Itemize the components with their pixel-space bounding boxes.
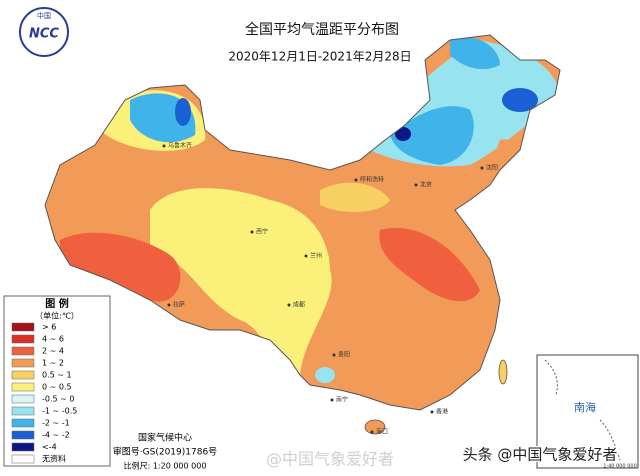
logo: 中国 NCC xyxy=(19,7,69,57)
region xyxy=(395,127,411,141)
footer-approval: 审图号·GS(2019)1786号 xyxy=(113,446,217,458)
city-dot xyxy=(430,410,434,414)
city-label: 西宁 xyxy=(256,228,268,236)
inset-box xyxy=(536,354,639,469)
logo-top: 中国 xyxy=(37,11,51,20)
city-label: 兰州 xyxy=(310,252,322,260)
city-dot xyxy=(370,430,374,434)
watermark-corner: 头条 @中国气象爱好者 xyxy=(463,446,618,464)
legend-label: -0.5 ~ 0 xyxy=(42,395,75,404)
legend-box xyxy=(3,295,111,467)
city-dot xyxy=(354,178,358,182)
island xyxy=(498,359,508,385)
region xyxy=(315,367,335,383)
city-label: 呼和浩特 xyxy=(360,176,384,184)
legend-swatch xyxy=(11,346,35,356)
legend-label: 1 ~ 2 xyxy=(42,359,64,368)
legend-swatch xyxy=(11,442,35,452)
region xyxy=(60,232,181,302)
footer-scale: 比例尺: 1:20 000 000 xyxy=(124,461,207,471)
city-dot xyxy=(162,144,166,148)
city-dot xyxy=(480,166,484,170)
legend-label: <-4 xyxy=(42,443,57,452)
region xyxy=(320,182,390,212)
city-label: 拉萨 xyxy=(173,301,185,309)
region xyxy=(450,37,500,70)
legend-label: 2 ~ 4 xyxy=(42,347,64,356)
city-label: 海口 xyxy=(376,428,388,436)
logo-text: NCC xyxy=(29,27,59,42)
city-label: 北京 xyxy=(420,181,432,189)
inset-scale: 1:40 000 000 xyxy=(603,464,637,470)
city-dot xyxy=(287,303,291,307)
city-dot xyxy=(330,398,334,402)
legend-label: 4 ~ 6 xyxy=(42,335,64,344)
watermark: @中国气象爱好者 xyxy=(266,450,394,469)
inset-label: 南海 xyxy=(574,400,596,414)
legend-label: -2 ~ -1 xyxy=(42,419,70,428)
legend-unit: （单位:℃） xyxy=(35,311,79,321)
map-title: 全国平均气温距平分布图 xyxy=(245,21,399,38)
region xyxy=(150,188,332,390)
city-dot xyxy=(304,254,308,258)
city-label: 香港 xyxy=(436,408,448,416)
legend-swatch xyxy=(11,430,35,440)
city-label: 南宁 xyxy=(336,396,348,404)
city-label: 成都 xyxy=(293,301,305,309)
legend-swatch xyxy=(11,358,35,368)
region xyxy=(379,228,480,302)
map-subtitle: 2020年12月1日-2021年2月28日 xyxy=(228,50,411,64)
city-dot xyxy=(250,230,254,234)
island xyxy=(364,419,386,435)
legend-swatch xyxy=(11,394,35,404)
region xyxy=(502,88,538,112)
region xyxy=(175,98,191,126)
legend: 图 例 （单位:℃） > 6 4 ~ 6 2 ~ 4 1 ~ 2 0.5 ~ 1 0 ~ … xyxy=(3,295,111,467)
legend-items: > 6 4 ~ 6 2 ~ 4 1 ~ 2 0.5 ~ 1 0 ~ 0.5 -0.5 ~ 0… xyxy=(11,322,77,464)
legend-swatch xyxy=(11,454,35,464)
legend-label: > 6 xyxy=(42,323,56,332)
city-label: 沈阳 xyxy=(486,164,498,172)
legend-swatch xyxy=(11,406,35,416)
legend-swatch xyxy=(11,418,35,428)
legend-label: 0.5 ~ 1 xyxy=(42,371,72,380)
region xyxy=(390,106,474,165)
city-label: 乌鲁木齐 xyxy=(168,142,192,150)
city-dot xyxy=(414,183,418,187)
legend-swatch xyxy=(11,382,35,392)
city-dot xyxy=(332,353,336,357)
logo-ring xyxy=(19,7,69,57)
city-dot xyxy=(167,303,171,307)
city-label: 贵阳 xyxy=(338,351,350,359)
footer-org: 国家气候中心 xyxy=(138,432,192,444)
legend-swatch xyxy=(11,334,35,344)
legend-label: 无资料 xyxy=(42,454,66,464)
legend-title: 图 例 xyxy=(45,297,68,310)
inset: 南海 1:40 000 000 xyxy=(536,354,639,470)
legend-label: -4 ~ -2 xyxy=(42,431,70,440)
legend-label: 0 ~ 0.5 xyxy=(42,383,72,392)
inset-line xyxy=(544,359,621,461)
legend-swatch xyxy=(11,322,35,332)
legend-label: -1 ~ -0.5 xyxy=(42,407,77,416)
legend-swatch xyxy=(11,370,35,380)
